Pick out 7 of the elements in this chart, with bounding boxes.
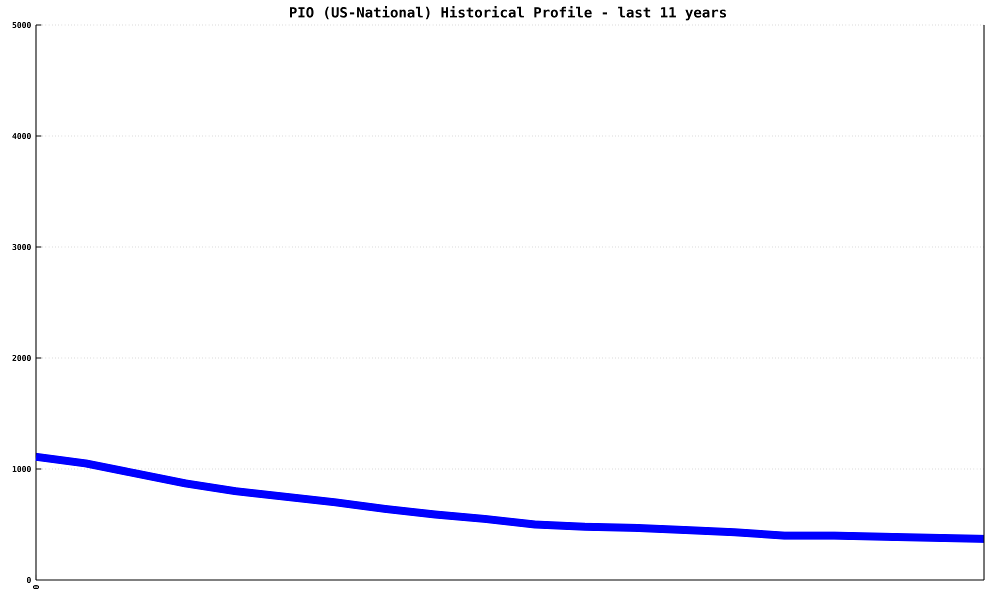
chart-title: PIO (US-National) Historical Profile - last 11 years — [290, 6, 726, 20]
y-tick-label: 4000 — [12, 132, 31, 140]
y-tick-label: 2000 — [12, 354, 31, 362]
y-tick-label: 3000 — [12, 244, 31, 250]
y-tick-label: 1000 — [12, 466, 31, 472]
y-tick-label: 0 — [26, 576, 31, 584]
y-tick-label: 5000 — [12, 22, 31, 28]
